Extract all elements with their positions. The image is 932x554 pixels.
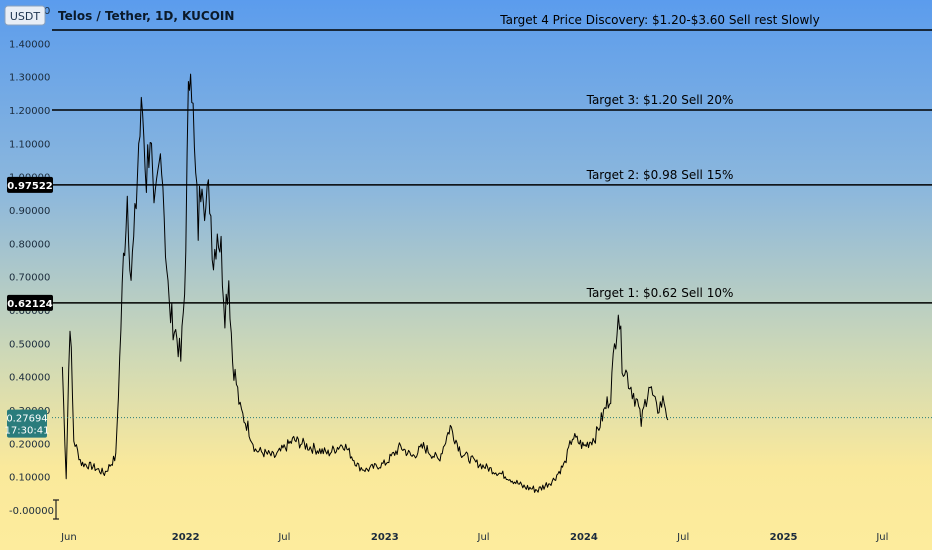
x-tick-label: 2025 [770,532,798,543]
x-tick-label: Jun [60,532,77,543]
y-tick-label: 0.40000 [9,373,50,384]
target-lines-group: Target 4 Price Discovery: $1.20-$3.60 Se… [52,13,932,419]
x-tick-label: Jul [676,532,689,543]
x-tick-label: 2022 [172,532,200,543]
currency-label[interactable]: USDT [10,10,41,23]
price-series-line [61,73,669,493]
target-label: Target 1: $0.62 Sell 10% [586,286,734,300]
currency-badge[interactable] [4,5,46,26]
x-tick-label: 2023 [371,532,399,543]
y-tick-label: 1.20000 [9,106,50,117]
x-tick-label: Jul [477,532,490,543]
target-label: Target 3: $1.20 Sell 20% [586,93,734,107]
chart-header: USDT Telos / Tether, 1D, KUCOIN [4,5,234,26]
x-axis: Jun 2022 Jul 2023 Jul 2024 Jul 2025 Jul [60,532,888,543]
y-tick-label: 0.50000 [9,339,50,350]
y-tick-label: 0.90000 [9,206,50,217]
last-price-badge [7,409,47,438]
countdown-timer: 17:30:41 [5,426,50,437]
y-tick-label: 1.30000 [9,73,50,84]
y-tick-label: 0.20000 [9,439,50,450]
y-axis: 1.500001.400001.300001.200001.100001.000… [9,6,54,517]
target-price-badge-label: 0.97522 [7,181,53,192]
target-price-badge-label: 0.62124 [7,299,53,310]
x-tick-label: Jul [875,532,888,543]
y-tick-label: 0.70000 [9,273,50,284]
y-tick-label: 0.10000 [9,473,50,484]
y-tick-label: 1.10000 [9,139,50,150]
price-series-group [61,73,669,493]
y-tick-label: 1.40000 [9,39,50,50]
target-label: Target 2: $0.98 Sell 15% [586,168,734,182]
y-tick-label: 0.60000 [9,306,50,317]
scale-icon[interactable] [53,499,59,520]
target-price-badge [7,294,53,311]
last-price-value: 0.27694 [6,414,47,425]
y-tick-label: 0.80000 [9,239,50,250]
chart-title: Telos / Tether, 1D, KUCOIN [58,9,234,23]
target-price-badge [7,176,53,193]
y-tick-label: -0.00000 [9,506,54,517]
target-label: Target 4 Price Discovery: $1.20-$3.60 Se… [499,13,819,27]
x-tick-label: Jul [277,532,290,543]
x-tick-label: 2024 [570,532,598,543]
